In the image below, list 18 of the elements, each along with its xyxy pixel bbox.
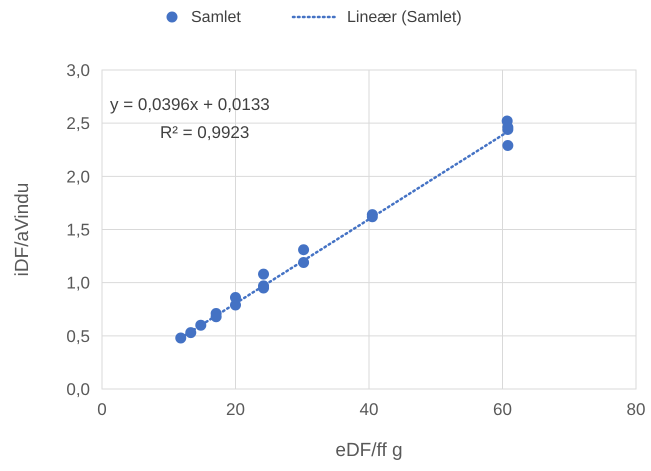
y-axis-title: iDF/aVindu [12, 182, 33, 276]
y-tick-label: 0,5 [66, 326, 90, 346]
x-tick-label: 20 [226, 400, 245, 419]
y-tick-label: 2,5 [66, 114, 90, 134]
x-tick-label: 0 [97, 400, 107, 419]
x-axis-title: eDF/ff g [335, 440, 403, 461]
x-tick-label: 40 [360, 400, 378, 419]
y-tick-label: 1,5 [66, 220, 90, 240]
y-tick-label: 1,0 [66, 274, 90, 293]
x-tick-label: 80 [626, 400, 646, 419]
legend-label: Samlet [191, 9, 242, 26]
annotation: R² = 0,9923 [160, 123, 250, 142]
y-tick-label: 2,0 [66, 167, 90, 186]
y-tick-label: 0,0 [66, 380, 90, 399]
y-tick-label: 3,0 [66, 61, 90, 80]
legend-label: Lineær (Samlet) [347, 9, 462, 26]
annotation: y = 0,0396x + 0,0133 [110, 95, 270, 114]
x-tick-label: 60 [493, 400, 512, 419]
